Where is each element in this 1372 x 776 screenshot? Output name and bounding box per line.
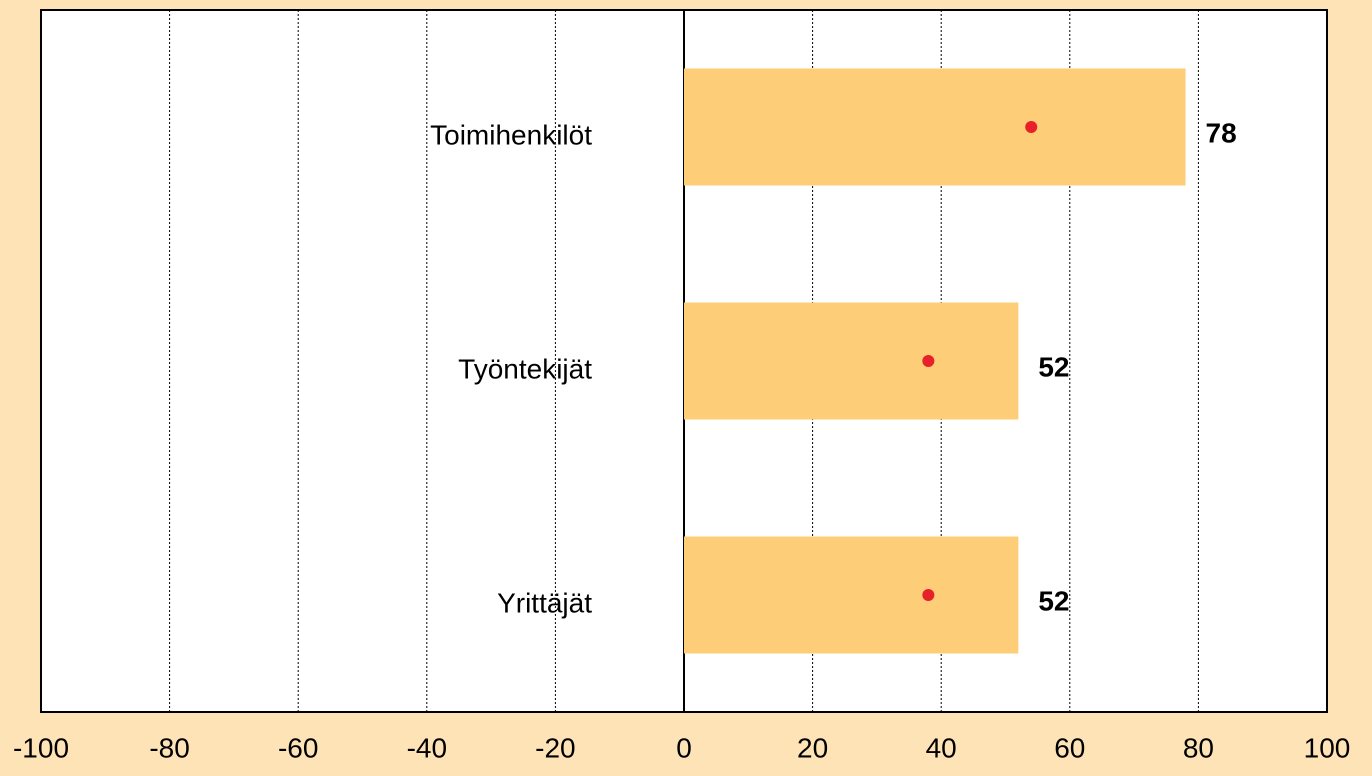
- x-tick-label: 60: [1054, 732, 1085, 763]
- x-tick-label: -80: [149, 732, 189, 763]
- x-tick-label: 100: [1304, 732, 1351, 763]
- plot-border: [40, 9, 1328, 713]
- chart-layer: Toimihenkilöt 78 Työntekijät 52 Yrittäjät 52: [40, 10, 1328, 712]
- x-tick-label: -100: [13, 732, 69, 763]
- marker: [922, 355, 935, 367]
- category-label: Yrittäjät: [497, 587, 592, 618]
- value-label: 52: [1038, 351, 1069, 382]
- x-tick-label: 80: [1183, 732, 1214, 763]
- bar: [684, 302, 1019, 420]
- bar: [684, 536, 1019, 654]
- x-tick-label: -60: [278, 732, 318, 763]
- x-tick-label: -20: [535, 732, 575, 763]
- category-label: Työntekijät: [458, 353, 592, 384]
- marker: [1025, 121, 1038, 133]
- value-label: 52: [1038, 585, 1069, 616]
- bar: [684, 68, 1186, 186]
- x-tick-label: 0: [676, 732, 692, 763]
- category-label: Toimihenkilöt: [430, 119, 592, 150]
- x-tick-label: -40: [407, 732, 447, 763]
- x-tick-label: 40: [926, 732, 957, 763]
- marker: [922, 589, 935, 601]
- value-label: 78: [1206, 117, 1237, 148]
- x-tick-label: 20: [797, 732, 828, 763]
